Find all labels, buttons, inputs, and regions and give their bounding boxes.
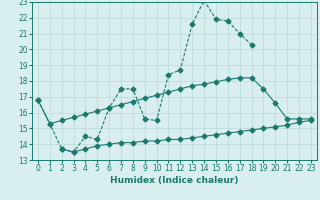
X-axis label: Humidex (Indice chaleur): Humidex (Indice chaleur) [110,176,239,185]
